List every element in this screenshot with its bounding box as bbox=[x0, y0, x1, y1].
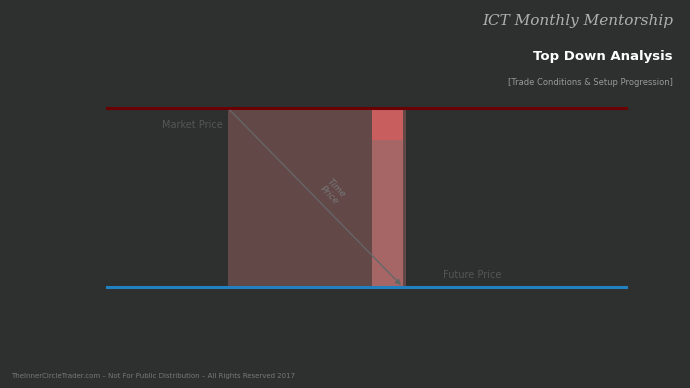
Text: Top Down Analysis: Top Down Analysis bbox=[533, 50, 673, 64]
Bar bbox=[372, 108, 403, 287]
Text: ICT Monthly Mentorship: ICT Monthly Mentorship bbox=[482, 14, 673, 28]
Bar bbox=[228, 108, 406, 287]
Bar bbox=[372, 108, 403, 140]
Text: Future Price: Future Price bbox=[442, 270, 501, 280]
Text: [Trade Conditions & Setup Progression]: [Trade Conditions & Setup Progression] bbox=[508, 78, 673, 87]
Text: Market Price: Market Price bbox=[161, 120, 222, 130]
Text: TheInnerCircleTrader.com – Not For Public Distribution – All Rights Reserved 201: TheInnerCircleTrader.com – Not For Publi… bbox=[11, 374, 295, 379]
Text: Time
Price: Time Price bbox=[318, 177, 347, 206]
